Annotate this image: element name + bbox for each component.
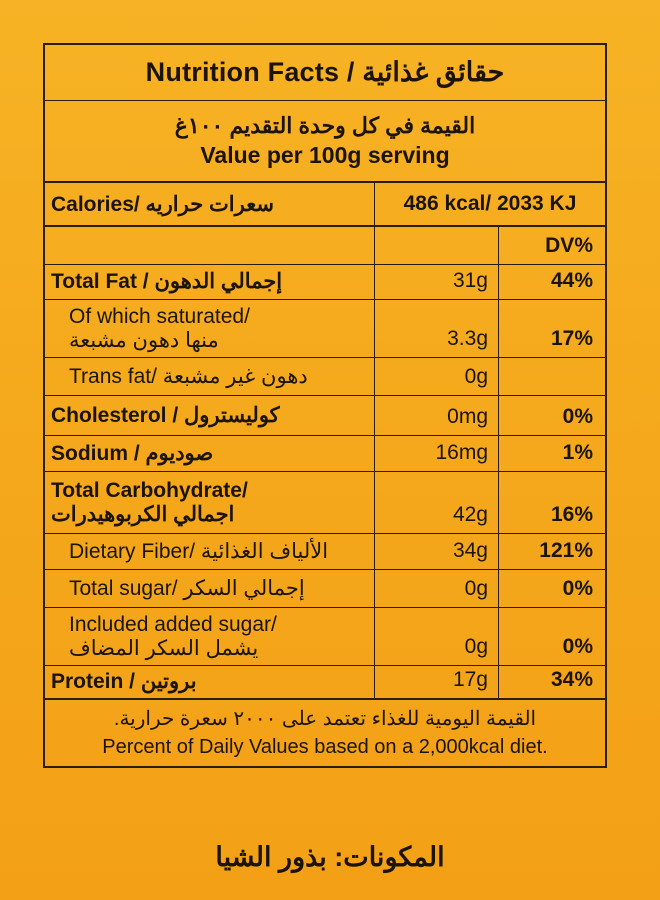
nutrient-name: Trans fat/ دهون غير مشبعة [45, 358, 375, 395]
nutrient-name-line: اجمالي الكربوهيدرات [51, 502, 235, 526]
nutrient-name: Of which saturated/منها دهون مشبعة [45, 300, 375, 357]
nutrient-name-line: Protein / بروتين [51, 670, 197, 693]
nutrient-amount: 0g [375, 608, 499, 665]
nutrient-dv: 44% [550, 269, 593, 292]
daily-value-footnote: القيمة اليومية للغذاء تعتمد على ٢٠٠٠ سعر… [45, 700, 605, 766]
nutrient-row: Sodium / صوديوم 16mg 1% [45, 436, 605, 472]
nutrient-row: Of which saturated/منها دهون مشبعة 3.3g 17… [45, 300, 605, 358]
serving-info: القيمة في كل وحدة التقديم ١٠٠غ Value per… [45, 101, 605, 183]
nutrient-name-line: Included added sugar/ [69, 612, 277, 636]
nutrient-amount: 34g [375, 534, 499, 569]
nutrient-dv: 1% [562, 441, 593, 464]
nutrient-name-line: منها دهون مشبعة [69, 328, 219, 352]
nutrient-dv: 17% [550, 327, 593, 350]
nutrient-name: Included added sugar/يشمل السكر المضاف [45, 608, 375, 665]
nutrient-amount: 0mg [375, 396, 499, 435]
nutrient-amount: 3.3g [375, 300, 499, 357]
nutrient-row: Total Carbohydrate/اجمالي الكربوهيدرات 42… [45, 472, 605, 534]
nutrient-row: Total Fat / إجمالي الدهون 31g 44% [45, 265, 605, 300]
dv-header-row: DV% [45, 227, 605, 265]
nutrient-name-line: Trans fat/ دهون غير مشبعة [69, 364, 308, 388]
nutrient-dv: 16% [550, 503, 593, 526]
serving-english: Value per 100g serving [200, 142, 450, 168]
nutrient-name: Dietary Fiber/ الألياف الغذائية [45, 534, 375, 569]
nutrient-row: Trans fat/ دهون غير مشبعة 0g [45, 358, 605, 396]
nutrient-name: Sodium / صوديوم [45, 436, 375, 471]
calories-label: Calories/ سعرات حراريه [45, 183, 375, 225]
nutrient-name-line: Cholesterol / كوليسترول [51, 403, 280, 427]
nutrient-amount: 17g [375, 666, 499, 698]
nutrient-dv: 0% [562, 577, 593, 600]
nutrient-amount: 31g [375, 265, 499, 299]
nutrient-name-line: Of which saturated/ [69, 304, 250, 328]
nutrient-name: Total Fat / إجمالي الدهون [45, 265, 375, 299]
nutrient-name-line: Total Carbohydrate/ [51, 478, 248, 502]
nutrient-amount: 0g [375, 570, 499, 607]
nutrient-name-line: يشمل السكر المضاف [69, 636, 259, 660]
nutrient-rows: Total Fat / إجمالي الدهون 31g 44% Of which … [45, 265, 605, 700]
dv-header-spacer [45, 227, 375, 264]
nutrient-name: Total sugar/ إجمالي السكر [45, 570, 375, 607]
nutrient-dv: 0% [562, 405, 593, 428]
footnote-english: Percent of Daily Values based on a 2,000… [102, 736, 548, 758]
serving-arabic: القيمة في كل وحدة التقديم ١٠٠غ [174, 113, 476, 138]
nutrient-name: Cholesterol / كوليسترول [45, 396, 375, 435]
nutrient-name-line: Sodium / صوديوم [51, 441, 214, 465]
calories-value: 486 kcal/ 2033 KJ [403, 192, 577, 215]
dv-header-amount-spacer [375, 227, 499, 264]
nutrition-facts-label: Nutrition Facts / حقائق غذائية القيمة في… [43, 43, 607, 768]
nutrient-dv: 34% [550, 668, 593, 691]
nutrient-name-line: Total Fat / إجمالي الدهون [51, 270, 283, 293]
nutrient-row: Included added sugar/يشمل السكر المضاف 0g… [45, 608, 605, 666]
calories-row: Calories/ سعرات حراريه 486 kcal/ 2033 KJ [45, 183, 605, 227]
ingredients-text: المكونات: بذور الشيا [215, 842, 445, 872]
nutrient-row: Cholesterol / كوليسترول 0mg 0% [45, 396, 605, 436]
nutrient-name: Total Carbohydrate/اجمالي الكربوهيدرات [45, 472, 375, 533]
nutrient-dv: 0% [562, 635, 593, 658]
label-title: Nutrition Facts / حقائق غذائية [45, 45, 605, 101]
nutrient-name-line: Total sugar/ إجمالي السكر [69, 576, 305, 600]
footnote-arabic: القيمة اليومية للغذاء تعتمد على ٢٠٠٠ سعر… [113, 708, 537, 730]
nutrient-amount: 16mg [375, 436, 499, 471]
nutrient-row: Protein / بروتين 17g 34% [45, 666, 605, 700]
nutrient-row: Dietary Fiber/ الألياف الغذائية 34g 121% [45, 534, 605, 570]
nutrient-amount: 42g [375, 472, 499, 533]
dv-header: DV% [545, 234, 593, 257]
nutrient-dv [499, 358, 605, 395]
nutrient-name: Protein / بروتين [45, 666, 375, 698]
nutrient-name-line: Dietary Fiber/ الألياف الغذائية [69, 539, 329, 563]
nutrient-row: Total sugar/ إجمالي السكر 0g 0% [45, 570, 605, 608]
nutrient-dv: 121% [539, 539, 593, 562]
nutrient-amount: 0g [375, 358, 499, 395]
